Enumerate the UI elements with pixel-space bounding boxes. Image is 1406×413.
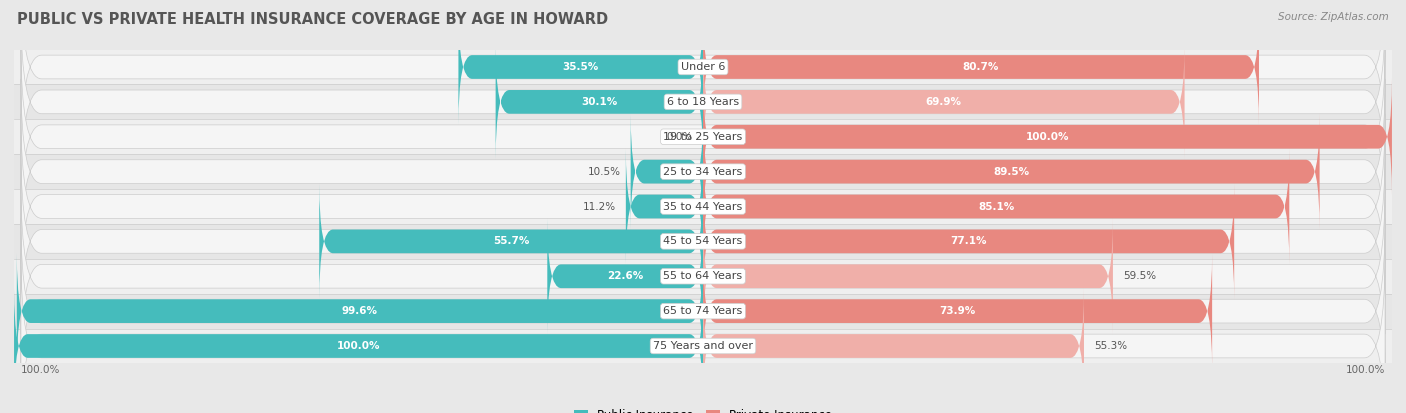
FancyBboxPatch shape <box>21 0 1385 160</box>
Text: 55 to 64 Years: 55 to 64 Years <box>664 271 742 281</box>
FancyBboxPatch shape <box>547 218 703 334</box>
Text: 10.5%: 10.5% <box>588 166 620 177</box>
Bar <box>14 294 1392 329</box>
Text: 6 to 18 Years: 6 to 18 Years <box>666 97 740 107</box>
FancyBboxPatch shape <box>319 183 703 299</box>
FancyBboxPatch shape <box>21 9 1385 195</box>
FancyBboxPatch shape <box>703 44 1185 160</box>
Text: 85.1%: 85.1% <box>979 202 1014 211</box>
Text: 80.7%: 80.7% <box>963 62 1000 72</box>
Text: 69.9%: 69.9% <box>925 97 962 107</box>
Bar <box>14 84 1392 119</box>
FancyBboxPatch shape <box>21 149 1385 334</box>
Text: 55.7%: 55.7% <box>494 236 529 247</box>
FancyBboxPatch shape <box>17 253 703 369</box>
Text: 59.5%: 59.5% <box>1123 271 1156 281</box>
Text: Under 6: Under 6 <box>681 62 725 72</box>
Text: PUBLIC VS PRIVATE HEALTH INSURANCE COVERAGE BY AGE IN HOWARD: PUBLIC VS PRIVATE HEALTH INSURANCE COVER… <box>17 12 607 27</box>
FancyBboxPatch shape <box>703 114 1320 230</box>
Text: 55.3%: 55.3% <box>1094 341 1128 351</box>
Text: 35.5%: 35.5% <box>562 62 599 72</box>
Bar <box>14 189 1392 224</box>
FancyBboxPatch shape <box>703 218 1114 334</box>
Text: 99.6%: 99.6% <box>342 306 378 316</box>
Bar <box>14 259 1392 294</box>
Text: 30.1%: 30.1% <box>581 97 617 107</box>
Text: 65 to 74 Years: 65 to 74 Years <box>664 306 742 316</box>
Text: 73.9%: 73.9% <box>939 306 976 316</box>
Text: 100.0%: 100.0% <box>21 365 60 375</box>
Text: 19 to 25 Years: 19 to 25 Years <box>664 132 742 142</box>
Text: 22.6%: 22.6% <box>607 271 644 281</box>
Bar <box>14 224 1392 259</box>
FancyBboxPatch shape <box>21 183 1385 369</box>
FancyBboxPatch shape <box>14 288 703 404</box>
Text: 100.0%: 100.0% <box>337 341 380 351</box>
FancyBboxPatch shape <box>626 149 703 264</box>
FancyBboxPatch shape <box>21 218 1385 404</box>
FancyBboxPatch shape <box>703 288 1084 404</box>
Text: 89.5%: 89.5% <box>993 166 1029 177</box>
Text: 45 to 54 Years: 45 to 54 Years <box>664 236 742 247</box>
FancyBboxPatch shape <box>21 253 1385 413</box>
FancyBboxPatch shape <box>21 44 1385 230</box>
Text: 35 to 44 Years: 35 to 44 Years <box>664 202 742 211</box>
Legend: Public Insurance, Private Insurance: Public Insurance, Private Insurance <box>569 404 837 413</box>
FancyBboxPatch shape <box>21 114 1385 299</box>
FancyBboxPatch shape <box>21 79 1385 264</box>
Bar <box>14 50 1392 84</box>
FancyBboxPatch shape <box>631 114 703 230</box>
Text: 75 Years and over: 75 Years and over <box>652 341 754 351</box>
Bar <box>14 154 1392 189</box>
Bar <box>14 329 1392 363</box>
FancyBboxPatch shape <box>703 253 1212 369</box>
FancyBboxPatch shape <box>703 9 1258 125</box>
FancyBboxPatch shape <box>703 183 1234 299</box>
FancyBboxPatch shape <box>496 44 703 160</box>
FancyBboxPatch shape <box>703 79 1392 195</box>
FancyBboxPatch shape <box>703 149 1289 264</box>
Text: 11.2%: 11.2% <box>582 202 616 211</box>
Text: 100.0%: 100.0% <box>1346 365 1385 375</box>
Text: 25 to 34 Years: 25 to 34 Years <box>664 166 742 177</box>
Text: 77.1%: 77.1% <box>950 236 987 247</box>
Text: 0.0%: 0.0% <box>666 132 693 142</box>
Bar <box>14 119 1392 154</box>
Text: 100.0%: 100.0% <box>1026 132 1069 142</box>
Text: Source: ZipAtlas.com: Source: ZipAtlas.com <box>1278 12 1389 22</box>
FancyBboxPatch shape <box>458 9 703 125</box>
